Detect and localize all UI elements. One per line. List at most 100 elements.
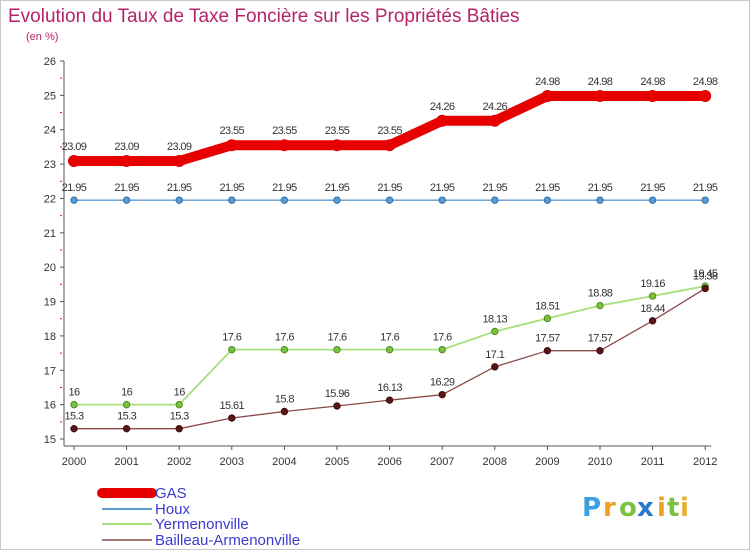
data-label: 17.57 xyxy=(535,333,560,345)
data-label: 19.45 xyxy=(693,268,718,280)
logo-letter: i xyxy=(657,493,666,523)
data-point xyxy=(648,292,657,300)
data-label: 17.6 xyxy=(433,332,452,344)
data-point xyxy=(488,114,501,127)
x-tick-label: 2012 xyxy=(693,456,717,468)
x-tick-label: 2008 xyxy=(483,456,507,468)
x-tick-label: 2004 xyxy=(272,456,296,468)
data-label: 23.55 xyxy=(377,125,402,137)
x-tick-label: 2006 xyxy=(377,456,401,468)
y-tick-label: 18 xyxy=(44,331,56,343)
data-point xyxy=(648,196,657,204)
data-label: 21.95 xyxy=(483,182,508,194)
data-point xyxy=(228,345,236,354)
data-point xyxy=(70,400,78,409)
data-label: 21.95 xyxy=(693,182,718,194)
y-tick-label: 17 xyxy=(44,365,56,377)
series-layer xyxy=(68,90,712,433)
data-point xyxy=(438,390,446,399)
chart-title: Evolution du Taux de Taxe Foncière sur l… xyxy=(8,6,520,27)
legend-label: Yermenonville xyxy=(155,516,249,533)
data-label: 21.95 xyxy=(220,182,245,194)
data-point xyxy=(122,424,131,433)
data-point xyxy=(122,196,131,204)
data-point xyxy=(175,424,183,433)
data-label: 23.55 xyxy=(272,125,297,137)
y-tick-label: 16 xyxy=(44,400,56,412)
data-label: 19.38 xyxy=(693,270,718,282)
data-point xyxy=(596,346,604,355)
data-point xyxy=(491,327,499,336)
y-tick-label: 26 xyxy=(44,56,56,68)
data-label: 24.98 xyxy=(535,76,560,88)
data-label: 23.09 xyxy=(167,141,192,153)
data-label: 21.95 xyxy=(325,182,350,194)
data-label: 21.95 xyxy=(114,182,139,194)
data-label: 23.09 xyxy=(114,141,139,153)
data-point xyxy=(280,407,289,416)
y-tick-label: 19 xyxy=(44,297,56,309)
x-tick-label: 2001 xyxy=(114,456,138,468)
data-label: 21.95 xyxy=(430,182,455,194)
axes: 15 16 17 18 19 20 21 22 23 24 25 26 2000 2001 2002 2003… xyxy=(44,56,718,468)
data-point xyxy=(122,400,131,409)
data-label: 15.8 xyxy=(275,394,294,406)
data-point xyxy=(333,196,341,204)
data-label: 24.26 xyxy=(430,101,455,113)
data-point xyxy=(543,346,552,355)
data-point xyxy=(70,196,78,204)
data-point xyxy=(228,414,236,422)
data-label: 17.6 xyxy=(327,332,346,344)
data-label: 19.16 xyxy=(640,278,665,290)
data-point xyxy=(70,424,78,433)
x-tick-label: 2005 xyxy=(325,456,349,468)
data-label: 24.98 xyxy=(640,76,665,88)
x-tick-label: 2007 xyxy=(430,456,454,468)
data-label: 23.55 xyxy=(220,125,245,137)
data-label: 15.3 xyxy=(64,411,83,423)
data-label: 18.51 xyxy=(535,300,560,312)
data-point xyxy=(436,114,449,127)
y-tick-label: 25 xyxy=(44,90,56,102)
logo-letter: t xyxy=(667,493,679,523)
data-label: 17.57 xyxy=(588,333,613,345)
legend-label: GAS xyxy=(155,485,187,502)
x-tick-label: 2000 xyxy=(62,456,86,468)
data-point xyxy=(491,363,499,371)
data-point xyxy=(594,90,606,103)
data-point xyxy=(385,345,394,354)
data-point xyxy=(175,196,183,204)
data-label: 21.95 xyxy=(535,182,560,194)
data-label: 17.6 xyxy=(222,332,241,344)
data-point xyxy=(701,196,709,204)
data-label: 21.95 xyxy=(377,182,402,194)
data-point xyxy=(383,139,396,152)
data-point xyxy=(543,314,552,323)
data-label: 15.3 xyxy=(170,411,189,423)
y-tick-label: 23 xyxy=(44,159,56,171)
y-tick-label: 15 xyxy=(44,434,56,446)
data-label: 21.95 xyxy=(640,182,665,194)
data-point xyxy=(333,402,341,410)
data-label: 24.26 xyxy=(483,101,508,113)
data-point xyxy=(385,196,394,204)
data-label: 23.55 xyxy=(325,125,350,137)
data-point xyxy=(331,139,343,152)
logo-letter: i xyxy=(680,493,689,523)
data-point xyxy=(438,196,446,204)
data-point xyxy=(596,301,604,310)
data-label: 15.96 xyxy=(325,388,350,400)
data-label: 17.1 xyxy=(485,349,504,361)
data-point xyxy=(438,345,446,354)
x-tick-label: 2002 xyxy=(167,456,191,468)
data-point xyxy=(278,139,291,152)
data-point xyxy=(225,139,238,152)
x-tick-label: 2010 xyxy=(588,456,612,468)
data-point xyxy=(491,196,499,204)
data-point xyxy=(699,90,712,103)
logo-letter: o xyxy=(619,493,637,523)
data-point xyxy=(120,154,133,167)
data-label: 18.13 xyxy=(483,313,508,325)
data-label: 21.95 xyxy=(167,182,192,194)
